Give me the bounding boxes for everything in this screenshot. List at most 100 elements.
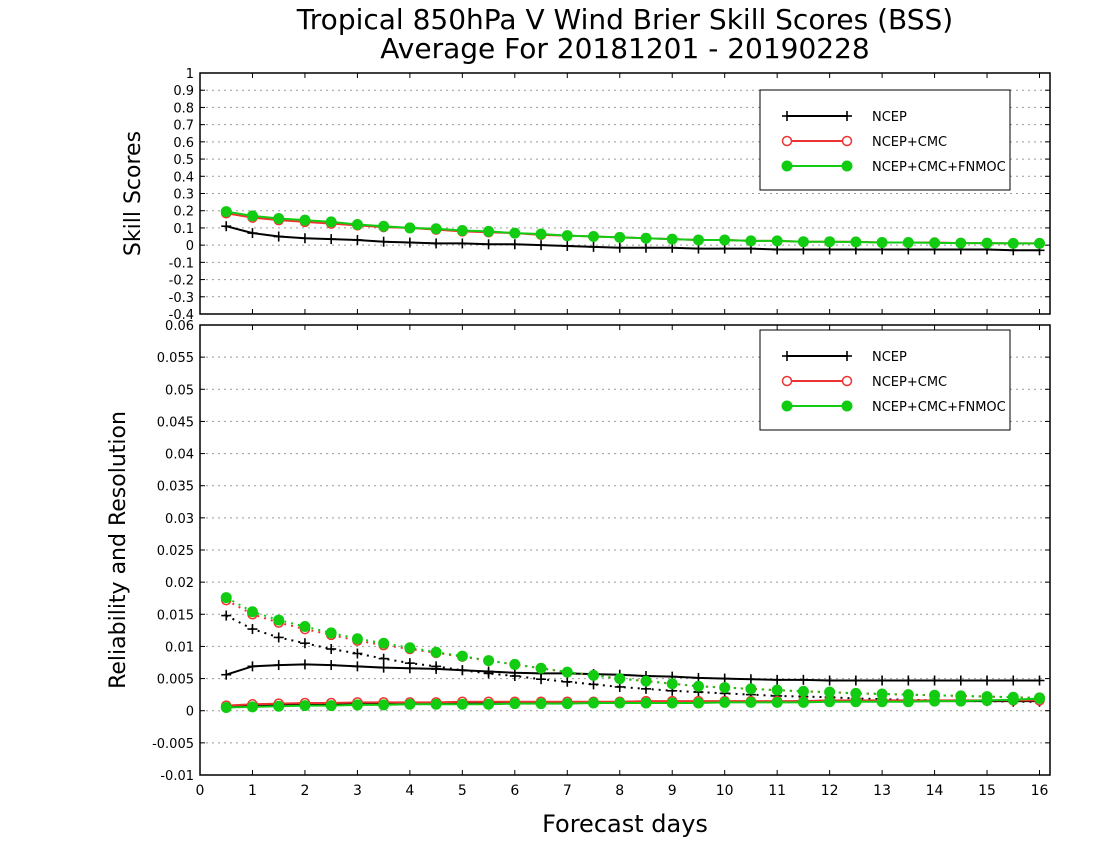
x-tick-label: 12 [821, 783, 839, 799]
data-point [220, 702, 232, 713]
y-tick-label: 0.8 [173, 101, 194, 116]
data-point [299, 700, 311, 712]
data-point [771, 684, 783, 696]
data-point [876, 237, 888, 249]
data-point [692, 234, 704, 246]
data-point [771, 696, 783, 708]
data-point [325, 700, 337, 712]
data-point [666, 678, 678, 690]
y-tick-label: -0.2 [169, 274, 194, 289]
reliability-resolution-panel: -0.01 -0.005 0 0.005 0.01 0.015 0.02 0.025 0.03 0… [106, 319, 1051, 799]
x-tick-label: 11 [768, 783, 786, 799]
data-point [588, 697, 600, 709]
y-axis-label: Skill Scores [121, 131, 146, 256]
legend-label: NCEP [872, 350, 907, 365]
data-point [352, 648, 363, 659]
data-point [325, 216, 337, 228]
y-tick-label: 0.03 [165, 512, 194, 527]
data-point [299, 233, 310, 244]
legend-marker [781, 375, 793, 387]
data-point [483, 698, 495, 710]
data-point [536, 240, 547, 251]
data-point [588, 679, 599, 690]
data-point [640, 697, 652, 709]
data-point [299, 659, 310, 670]
y-tick-label: -0.4 [169, 308, 194, 323]
data-point [561, 230, 573, 242]
x-tick-label: 3 [353, 783, 362, 799]
data-point [326, 234, 337, 245]
data-point [745, 683, 757, 695]
data-point [955, 695, 967, 707]
data-point [246, 701, 258, 713]
y-axis-label: Reliability and Resolution [106, 411, 131, 689]
plot-frame [199, 72, 1051, 315]
data-point [352, 234, 363, 245]
data-point [483, 655, 495, 667]
data-point [326, 660, 337, 671]
y-tick-label: 0.05 [165, 383, 194, 398]
y-tick-label: -0.01 [160, 769, 194, 784]
data-point [640, 242, 651, 253]
data-point [430, 698, 442, 710]
y-tick-label: 0.015 [157, 608, 194, 623]
data-point [535, 662, 547, 674]
data-point [1034, 237, 1046, 249]
data-point [456, 225, 468, 237]
data-point [351, 218, 363, 230]
data-point [273, 614, 285, 626]
data-point [509, 239, 520, 250]
data-point [719, 673, 730, 684]
data-point [745, 674, 756, 685]
data-point [483, 666, 494, 677]
data-point [273, 231, 284, 242]
data-point [299, 621, 311, 632]
legend-label: NCEP+CMC [872, 135, 947, 150]
data-point [614, 231, 626, 243]
data-point [299, 214, 311, 226]
data-point [692, 697, 704, 709]
data-point [903, 675, 914, 686]
data-point [247, 661, 258, 672]
x-tick-label: 9 [668, 783, 677, 799]
data-point [640, 232, 652, 244]
data-point [535, 698, 547, 710]
data-point [456, 698, 468, 710]
data-point [1008, 675, 1019, 686]
x-tick-label: 16 [1031, 783, 1049, 799]
data-point [588, 669, 600, 681]
data-point [561, 698, 573, 710]
x-axis-label: Forecast days [542, 810, 708, 838]
data-point [902, 237, 914, 249]
legend-marker [841, 400, 853, 412]
data-point [850, 236, 862, 248]
data-point [431, 663, 442, 674]
series-line [225, 596, 1040, 699]
plot-frame [199, 324, 1051, 776]
x-tick-label: 5 [458, 783, 467, 799]
data-point [273, 212, 285, 224]
data-point [221, 669, 232, 680]
data-point [509, 698, 521, 710]
data-point [929, 695, 941, 707]
x-tick-label: 8 [615, 783, 624, 799]
data-point [431, 238, 442, 249]
data-point [325, 627, 337, 639]
data-point [614, 242, 625, 253]
legend-marker [842, 111, 852, 121]
data-point [352, 661, 363, 672]
data-point [614, 673, 626, 685]
data-point [561, 666, 573, 678]
data-point [929, 237, 941, 249]
data-point [299, 638, 310, 649]
data-point [378, 637, 390, 649]
x-tick-label: 10 [716, 783, 734, 799]
y-tick-label: 0.04 [165, 448, 194, 463]
data-point [745, 235, 757, 247]
legend-marker [781, 135, 793, 147]
y-tick-label: 0 [186, 705, 194, 720]
data-point [220, 592, 232, 604]
y-tick-label: 0 [186, 239, 194, 254]
y-tick-label: 0.06 [165, 319, 194, 334]
x-tick-label: 15 [978, 783, 996, 799]
